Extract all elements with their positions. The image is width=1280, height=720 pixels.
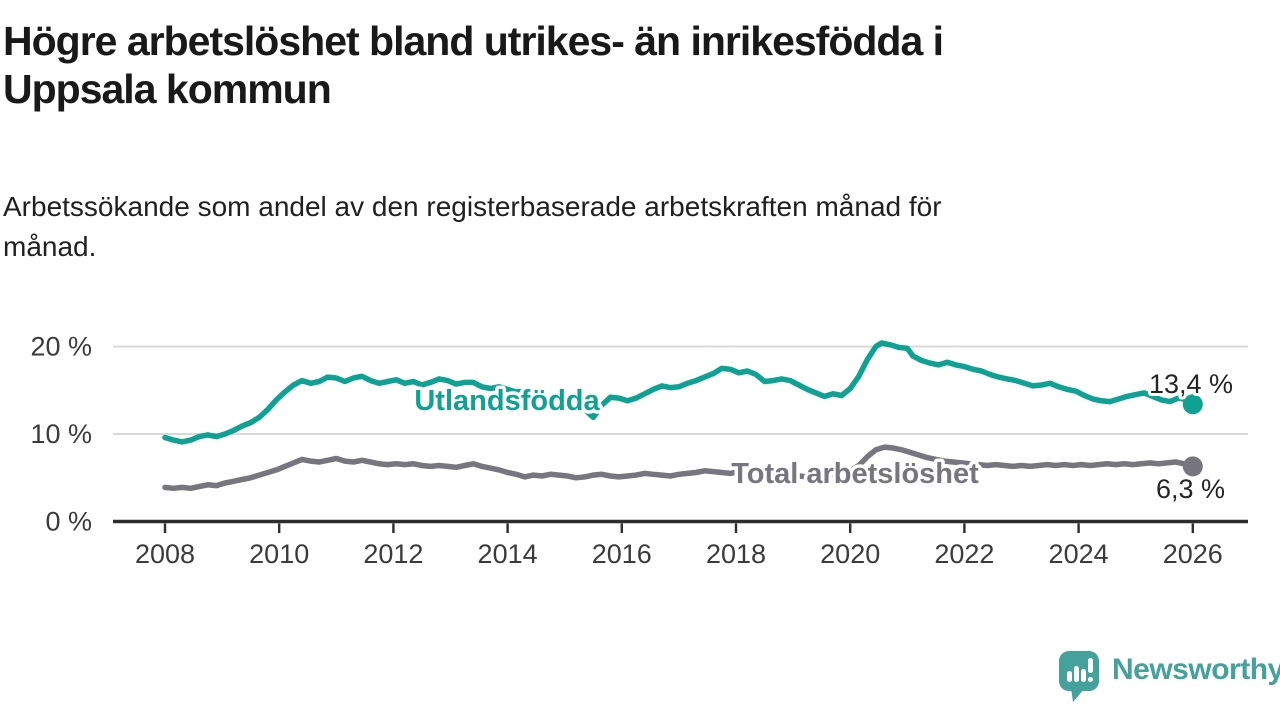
utlandsfodda-series-label: Utlandsfödda: [414, 385, 600, 417]
svg-text:10 %: 10 %: [30, 419, 92, 449]
utlandsfodda-end-value: 13,4 %: [1149, 369, 1233, 399]
chart-title-line1: Högre arbetslöshet bland utrikes- än inr…: [3, 18, 944, 64]
newsworthy-bubble-chart-icon: [1059, 651, 1099, 702]
svg-text:2018: 2018: [706, 539, 766, 569]
svg-text:2022: 2022: [934, 539, 994, 569]
svg-text:2020: 2020: [820, 539, 880, 569]
utlandsfodda-end-dot: [1182, 394, 1203, 415]
svg-text:2016: 2016: [592, 539, 652, 569]
newsworthy-brand-name: Newsworthy: [1112, 653, 1280, 686]
total-arbetsloshet-end-value: 6,3 %: [1156, 474, 1225, 504]
newsworthy-logo: Newsworthy: [1058, 650, 1280, 703]
y-axis-labels: 0 % 10 % 20 %: [30, 332, 92, 537]
total-arbetsloshet-end-dot: [1182, 456, 1203, 477]
svg-text:2012: 2012: [363, 539, 423, 569]
svg-text:2024: 2024: [1049, 539, 1109, 569]
svg-text:2014: 2014: [478, 539, 538, 569]
chart-title-line2: Uppsala kommun: [3, 65, 332, 112]
svg-text:2026: 2026: [1163, 539, 1223, 569]
svg-text:20 %: 20 %: [30, 332, 92, 362]
svg-text:2008: 2008: [135, 539, 195, 569]
svg-text:0 %: 0 %: [45, 507, 92, 537]
chart-subtitle-line1: Arbetssökande som andel av den registerb…: [3, 191, 942, 222]
utlandsfodda-line: [162, 340, 1196, 445]
chart-title: Högre arbetslöshet bland utrikes- än inr…: [3, 18, 1203, 114]
gridlines: [113, 345, 1248, 524]
total-arbetsloshet-series-label: Total arbetslöshet: [731, 458, 979, 490]
chart-subtitle-line2: månad.: [3, 231, 97, 263]
x-axis: 2008 2010 2012 2014 2016 2018 2020 2022 2024 2026: [135, 523, 1223, 569]
total-arbetsloshet-line: [162, 444, 1196, 492]
svg-text:2010: 2010: [249, 539, 309, 569]
chart-subtitle: Arbetssökande som andel av den registerb…: [3, 187, 1213, 267]
